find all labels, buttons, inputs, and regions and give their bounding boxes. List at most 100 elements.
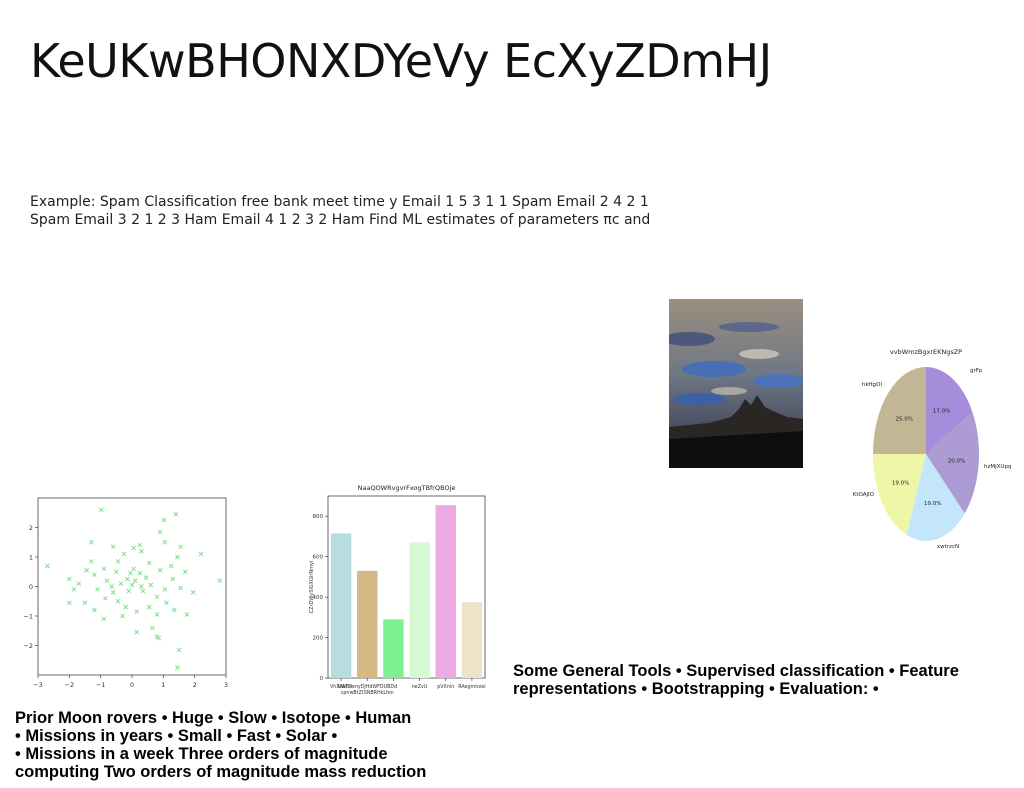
scatter-point <box>88 539 94 545</box>
pie-value-label: 20.0% <box>948 458 965 464</box>
moon-line: • Missions in years • Small • Fast • Sol… <box>15 727 338 745</box>
bar <box>461 602 483 678</box>
scatter-point <box>161 517 167 523</box>
scatter-point <box>146 604 152 610</box>
scatter-point <box>173 511 179 517</box>
y-tick-label: 1 <box>29 554 33 562</box>
scatter-point <box>131 566 136 572</box>
scatter-point <box>171 607 177 613</box>
scatter-point <box>156 635 161 641</box>
scatter-point <box>164 600 169 606</box>
scatter-point <box>154 612 160 617</box>
scatter-point <box>118 581 124 586</box>
scatter-point <box>113 569 119 575</box>
pie-slice <box>873 367 926 454</box>
scatter-point <box>84 567 89 573</box>
scatter-point <box>139 584 144 589</box>
x-tick-label: −3 <box>33 681 43 689</box>
scatter-point <box>110 544 116 550</box>
pie-slice-label: xwtrzcN <box>937 544 959 550</box>
pie-value-label: 17.0% <box>933 409 950 415</box>
scatter-point <box>162 587 168 592</box>
scatter-point <box>103 595 108 601</box>
pie-slice-label: KtOAjIO <box>853 492 875 498</box>
scatter-point <box>184 612 190 617</box>
scatter-point <box>168 563 174 569</box>
scatter-point <box>88 559 94 564</box>
scatter-point <box>175 665 180 670</box>
y-tick-label: 200 <box>313 636 324 642</box>
x-tick-label: RAegmtoiel <box>458 684 485 690</box>
scatter-point <box>132 578 138 583</box>
moon-line: Prior Moon rovers • Huge • Slow • Isotop… <box>15 709 412 727</box>
scatter-plot: −3 −2 −1 0 1 2 3 −2 −1 0 1 2 <box>23 497 228 689</box>
x-tick-label: VhXdeFO <box>330 684 352 690</box>
bar <box>357 570 378 678</box>
scatter-point <box>217 578 223 583</box>
scatter-point <box>154 594 160 600</box>
pie-chart: vvbWmzBgxrEKNgsZP 17.0% grFp 20.0% hzMjXUpq 1… <box>853 348 1012 550</box>
scatter-point <box>82 600 88 606</box>
scatter-point <box>178 585 183 591</box>
scatter-point <box>176 647 182 653</box>
pie-slice <box>926 412 979 514</box>
y-tick-label: 800 <box>313 514 324 520</box>
scatter-point <box>140 588 146 594</box>
scatter-point <box>71 587 77 592</box>
moon-line: computing Two orders of magnitude mass r… <box>15 763 427 781</box>
scatter-point <box>150 625 155 631</box>
scatter-point <box>101 566 107 572</box>
scatter-point <box>123 604 129 610</box>
x-tick-label: 2 <box>193 681 197 689</box>
x-tick-label: 3 <box>224 681 228 689</box>
bar-chart: NaaQOWRvgvrFxogTBfrQBOje 0 200 400 600 800 CZr… <box>309 484 486 695</box>
scatter-point <box>129 582 135 588</box>
scatter-point <box>162 539 168 545</box>
y-tick-label: 0 <box>29 583 33 591</box>
moon-rovers-text: Prior Moon rovers • Huge • Slow • Isotop… <box>15 709 500 781</box>
pie-slice <box>926 367 973 454</box>
x-tick-label: cpnwBtZtSNBRHkLfen <box>341 690 394 695</box>
scatter-point <box>115 559 121 564</box>
scatter-point <box>101 616 107 622</box>
scatter-point <box>128 570 133 576</box>
scatter-point <box>110 590 116 595</box>
scatter-point <box>76 581 82 586</box>
slide-title: KeUKwBHONXDYeVy EcXyZDmHJ <box>30 34 772 88</box>
scatter-point <box>124 576 130 582</box>
scatter-point <box>109 584 114 589</box>
pie-slice-label: grFp <box>970 368 983 374</box>
bar <box>409 542 430 678</box>
scatter-point <box>120 613 125 619</box>
pie-slice-label: hzMjXUpq <box>984 464 1011 470</box>
scatter-point <box>98 507 104 513</box>
scatter-point <box>134 609 140 614</box>
scatter-point <box>126 588 132 594</box>
y-tick-label: 600 <box>313 555 324 561</box>
scatter-point <box>182 569 188 575</box>
landscape-photo <box>669 299 803 468</box>
scatter-point <box>190 590 196 595</box>
scatter-point <box>143 575 149 581</box>
pie-chart-title: vvbWmzBgxrEKNgsZP <box>890 348 962 356</box>
scatter-point <box>157 529 163 535</box>
scatter-point <box>170 576 176 582</box>
scatter-point <box>134 629 140 635</box>
scatter-point <box>198 551 204 557</box>
scatter-point <box>148 582 154 588</box>
pie-slice <box>906 454 965 541</box>
pie-slice <box>873 454 926 535</box>
x-tick-label: 0 <box>130 681 134 689</box>
y-tick-label: −2 <box>23 642 33 650</box>
example-text: Example: Spam Classification free bank m… <box>30 194 651 228</box>
x-tick-label: −2 <box>65 681 75 689</box>
scatter-point <box>131 545 136 551</box>
x-tick-label: NWDsenyDjHdWFDUBDd <box>337 684 397 690</box>
scatter-point <box>157 567 163 573</box>
scatter-point <box>121 551 127 557</box>
pie-value-label: 25.0% <box>896 416 913 422</box>
x-tick-label: pVXnin <box>437 684 454 690</box>
tools-text: Some General Tools • Supervised classifi… <box>513 662 959 698</box>
pie-value-label: 19.0% <box>924 501 941 507</box>
pie-value-label: 19.0% <box>892 480 909 486</box>
